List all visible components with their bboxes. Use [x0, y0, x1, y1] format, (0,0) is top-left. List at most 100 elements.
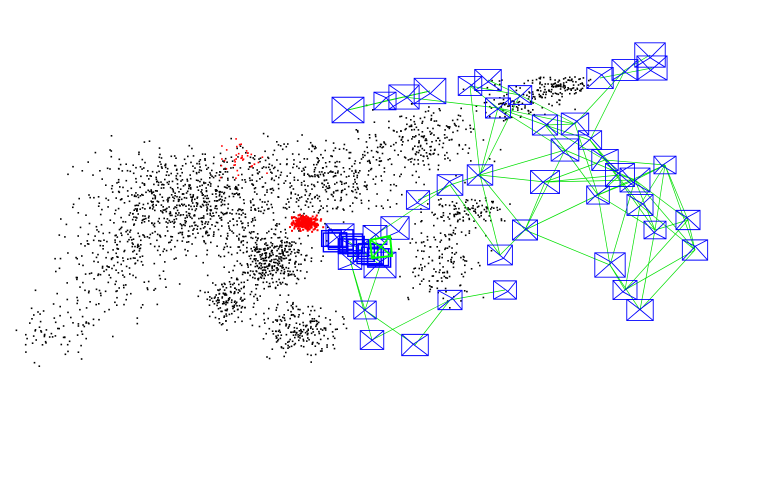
map-point	[265, 166, 267, 169]
map-point	[233, 264, 236, 267]
map-point	[162, 206, 164, 208]
map-point	[277, 334, 279, 337]
map-point	[138, 153, 140, 156]
map-point	[280, 346, 283, 348]
map-point	[34, 330, 36, 332]
map-point	[267, 274, 269, 276]
map-point	[161, 183, 163, 186]
map-point	[125, 265, 128, 268]
map-point	[255, 313, 257, 316]
map-point	[290, 345, 293, 348]
map-point	[251, 174, 254, 176]
local-map-point	[250, 153, 253, 156]
map-point	[238, 233, 241, 236]
map-point	[230, 291, 232, 294]
map-point	[114, 212, 116, 215]
map-point	[187, 212, 190, 215]
map-point	[54, 321, 57, 324]
map-point	[222, 173, 224, 175]
map-point	[238, 217, 241, 219]
map-point	[313, 147, 316, 150]
map-point	[429, 149, 432, 152]
map-point	[278, 278, 280, 281]
map-point	[209, 299, 211, 301]
map-point	[95, 256, 98, 259]
map-point	[116, 290, 118, 292]
map-point	[453, 122, 456, 125]
map-point	[455, 207, 457, 210]
map-point	[539, 86, 541, 89]
map-point	[468, 232, 471, 234]
map-point	[113, 222, 115, 224]
map-point	[313, 168, 316, 171]
map-point	[328, 186, 331, 189]
map-point	[77, 325, 80, 327]
map-point	[260, 267, 262, 270]
map-point	[139, 256, 141, 258]
map-point	[304, 188, 307, 191]
map-point	[116, 182, 118, 184]
map-point	[338, 161, 341, 163]
map-point	[425, 139, 428, 142]
map-point	[423, 250, 425, 253]
map-point	[258, 210, 260, 212]
map-point	[302, 338, 305, 341]
local-map-point	[266, 172, 268, 174]
map-point	[99, 273, 102, 276]
map-point	[274, 166, 276, 169]
map-point	[421, 135, 424, 138]
map-point	[224, 292, 227, 295]
map-point	[178, 191, 180, 193]
map-point	[166, 230, 169, 232]
map-point	[465, 199, 468, 201]
map-point	[261, 201, 264, 203]
map-point	[422, 136, 425, 139]
graph-edge	[624, 204, 641, 291]
map-point	[413, 158, 416, 161]
map-point	[244, 213, 247, 215]
map-point	[172, 191, 175, 193]
map-point	[415, 135, 417, 137]
map-point	[289, 317, 291, 320]
map-point	[441, 204, 443, 207]
map-point	[256, 193, 258, 195]
map-point	[107, 266, 109, 268]
map-point	[250, 221, 253, 223]
map-point	[172, 196, 174, 198]
map-point	[285, 232, 287, 234]
map-point	[52, 303, 55, 305]
local-map-point	[305, 214, 308, 217]
local-map-point	[303, 218, 306, 221]
map-point	[166, 171, 168, 173]
map-point	[211, 215, 213, 218]
map-point	[382, 207, 384, 210]
map-point	[220, 211, 223, 214]
map-point	[327, 172, 329, 174]
map-point	[229, 188, 231, 190]
map-point	[331, 331, 334, 333]
map-point	[349, 205, 351, 207]
map-point	[217, 289, 219, 291]
map-point	[88, 322, 90, 325]
local-map-point	[306, 221, 309, 224]
map-point	[141, 158, 144, 161]
map-point	[248, 162, 250, 164]
map-point	[280, 260, 283, 262]
map-point	[335, 189, 337, 192]
map-point	[15, 329, 18, 332]
map-point	[291, 153, 294, 155]
map-point	[266, 356, 268, 358]
map-point	[309, 175, 311, 178]
map-point	[206, 168, 208, 170]
map-point	[139, 186, 141, 189]
map-point	[249, 274, 251, 277]
map-point	[214, 296, 216, 298]
map-point	[262, 338, 265, 340]
map-point	[224, 283, 226, 286]
map-point	[424, 110, 427, 113]
map-point	[368, 159, 371, 162]
map-point	[294, 252, 296, 254]
local-map-point	[312, 228, 315, 231]
map-point	[268, 207, 270, 210]
